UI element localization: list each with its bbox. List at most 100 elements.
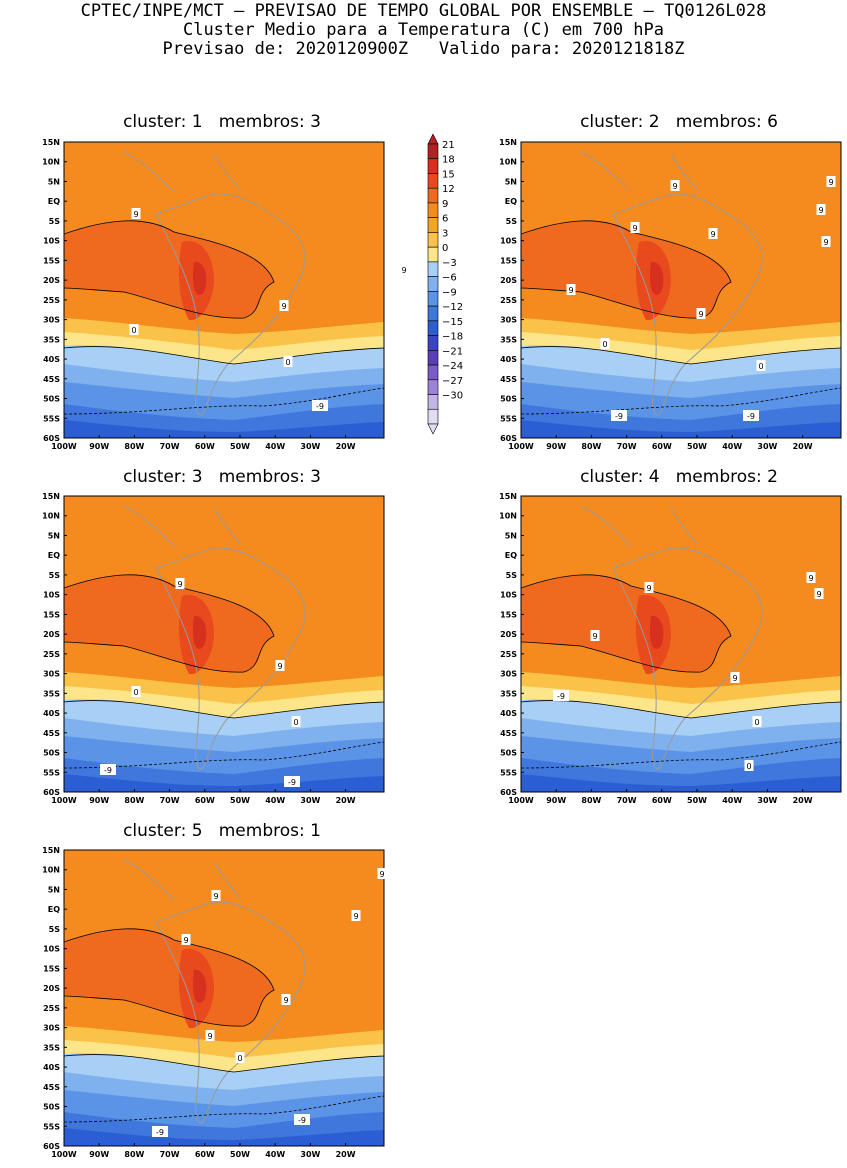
colorbar-label: 18 [442,155,455,166]
contour-9 [521,220,732,319]
colorbar-swatch [427,187,439,204]
contour-label: 9 [281,994,291,1005]
contour-label: 0 [752,716,762,727]
contour-label: 0 [131,686,141,697]
lat-tick-label: EQ [505,551,517,560]
svg-text:9: 9 [592,632,597,641]
lat-tick-label: 20S [43,984,60,993]
colorbar-swatch [427,261,439,277]
map-frame [63,495,385,793]
colorbar-label: 6 [442,214,448,225]
map-panel-cluster-5: 9 9 9 9 9 9 0 -9 -9 15N 10N 5N EQ 5S 10S 15S 20S 25S 30S 35… [30,846,392,1168]
contour-label: -9 [284,776,300,787]
lat-tick-label: 15N [42,846,60,855]
lat-tick-label: EQ [48,197,60,206]
contour-minus-9 [521,387,841,415]
svg-text:9: 9 [213,892,218,901]
temperature-band [64,1128,384,1146]
map-panel-cluster-2: 9 9 9 9 9 9 9 9 0 0 -9 -9 15N 10N 5N EQ 5S 10S 15S 20S 25S 30… [487,138,847,460]
lat-tick-label: 15S [500,256,517,265]
lon-tick-label: 50W [230,442,250,451]
lat-tick-label: 5N [505,177,517,186]
lat-tick-label: 50S [43,1103,60,1112]
lon-tick-label: 40W [265,1150,285,1159]
temperature-band [521,774,841,792]
lon-tick-label: 20W [336,442,356,451]
contour-0 [521,700,841,719]
svg-text:-9: -9 [288,778,296,787]
coastline [612,193,763,416]
svg-text:9: 9 [710,230,715,239]
lat-tick-label: 15S [500,610,517,619]
lat-tick-label: 55S [43,414,60,423]
svg-text:9: 9 [828,178,833,187]
colorbar-swatch [427,276,439,292]
lat-tick-label: 5S [49,925,61,934]
temperature-colorbar: 21 18 15 12 9 6 3 0 −3 −6 −9 −12 −15 −18 −21 −24 −27 −30 [424,132,484,442]
contour-label: 0 [756,360,766,371]
colorbar-label: −24 [442,361,463,372]
svg-text:0: 0 [133,688,138,697]
lat-tick-label: 55S [43,1122,60,1131]
colorbar-swatch [427,350,439,366]
lon-tick-label: 60W [652,796,672,805]
contour-label: 9 [566,284,576,295]
svg-text:0: 0 [754,718,759,727]
map-frame [63,141,385,439]
colorbar-label: −15 [442,317,463,328]
lon-tick-label: 90W [546,796,566,805]
lat-tick-label: 20S [500,630,517,639]
lat-tick-label: 60S [43,1142,60,1151]
lon-tick-label: 80W [581,796,601,805]
temperature-band [192,969,207,1003]
svg-text:-9: -9 [615,412,623,421]
contour-label: 9 [821,236,831,247]
lat-tick-label: 30S [500,670,517,679]
lat-tick-label: 20S [500,276,517,285]
colorbar-swatch [427,320,439,336]
colorbar-label: −3 [442,258,457,269]
lat-tick-label: 25S [43,650,60,659]
svg-text:0: 0 [237,1054,242,1063]
contour-label: -9 [100,764,116,775]
contour-label: 9 [377,868,387,879]
contour-9 [64,220,275,319]
coastline [612,547,763,770]
temperature-band [649,261,664,295]
svg-text:-9: -9 [104,766,112,775]
lat-tick-label: 15N [499,492,517,501]
lat-tick-label: 10N [499,512,517,521]
lat-tick-label: 45S [43,1083,60,1092]
svg-text:9: 9 [283,996,288,1005]
svg-text:9: 9 [177,580,182,589]
svg-text:0: 0 [285,358,290,367]
lon-tick-label: 70W [160,796,180,805]
lat-tick-label: 35S [43,1043,60,1052]
colorbar-swatch [427,246,439,263]
lon-tick-label: 30W [300,796,320,805]
lon-tick-label: 20W [793,796,813,805]
contour-label: -9 [743,410,759,421]
coastline-north [580,151,698,193]
lat-tick-label: 30S [500,316,517,325]
svg-text:-9: -9 [557,692,565,701]
lat-tick-label: 15N [42,492,60,501]
contour-minus-9 [521,741,841,769]
contour-label: 9 [131,208,141,219]
colorbar-swatch [427,291,439,307]
colorbar-swatch [427,379,439,395]
temperature-band [64,420,384,438]
svg-text:0: 0 [746,762,751,771]
colorbar-swatch [427,173,439,189]
lat-tick-label: EQ [505,197,517,206]
lon-tick-label: 70W [160,1150,180,1159]
lat-tick-label: 5N [48,531,60,540]
lon-tick-label: 50W [687,796,707,805]
colorbar-max-arrow [427,133,439,145]
lat-tick-label: 15S [43,256,60,265]
lat-tick-label: EQ [48,905,60,914]
lon-tick-label: 80W [124,796,144,805]
coastline-north [123,151,241,193]
contour-label: 9 [590,630,600,641]
lat-tick-label: 45S [500,729,517,738]
